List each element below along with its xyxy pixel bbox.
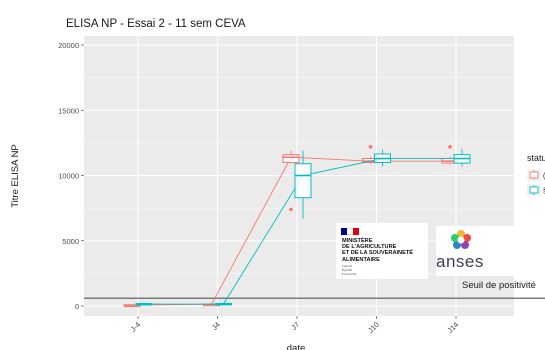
box [282,154,300,163]
french-flag-icon [341,228,359,235]
x-tick-label: J-4 [129,320,143,334]
y-tick-label: 20000 [58,41,79,50]
x-tick-label: J4 [210,320,222,332]
outlier-point [368,144,373,149]
chart-title: ELISA NP - Essai 2 - 11 sem CEVA [66,18,246,30]
grid-lines [84,36,514,316]
outlier-point [289,207,293,212]
reference-line-label: Seuil de positivité [462,280,536,291]
legend: statu ( § [527,153,545,196]
x-tick-label: J7 [289,320,301,332]
series-layer [123,144,471,307]
ministry-motto: Liberté Égalité Fraternité [342,264,357,276]
anses-logo [436,226,516,276]
legend-title: statu [527,153,545,163]
x-tick-label: J10 [366,320,381,335]
y-axis-label: Titre ELISA NP [10,144,21,208]
y-tick-label: 0 [75,302,79,311]
anses-wordmark: anses [436,252,484,271]
y-tick-label: 10000 [58,172,79,181]
y-tick-label: 5000 [62,237,79,246]
legend-key-box [529,171,539,179]
anses-flower-icon [451,230,471,249]
ministry-name: MINISTÈRE DE L'AGRICULTURE ET DE LA SOUV… [342,238,413,263]
legend-label: § [543,188,545,195]
legend-key-box [529,186,539,194]
legend-label: ( [543,173,545,180]
x-tick-label: J14 [445,320,460,335]
y-tick-label: 15000 [58,106,79,115]
box [294,163,312,199]
x-axis-label: date [287,343,306,350]
outlier-point [448,144,452,149]
